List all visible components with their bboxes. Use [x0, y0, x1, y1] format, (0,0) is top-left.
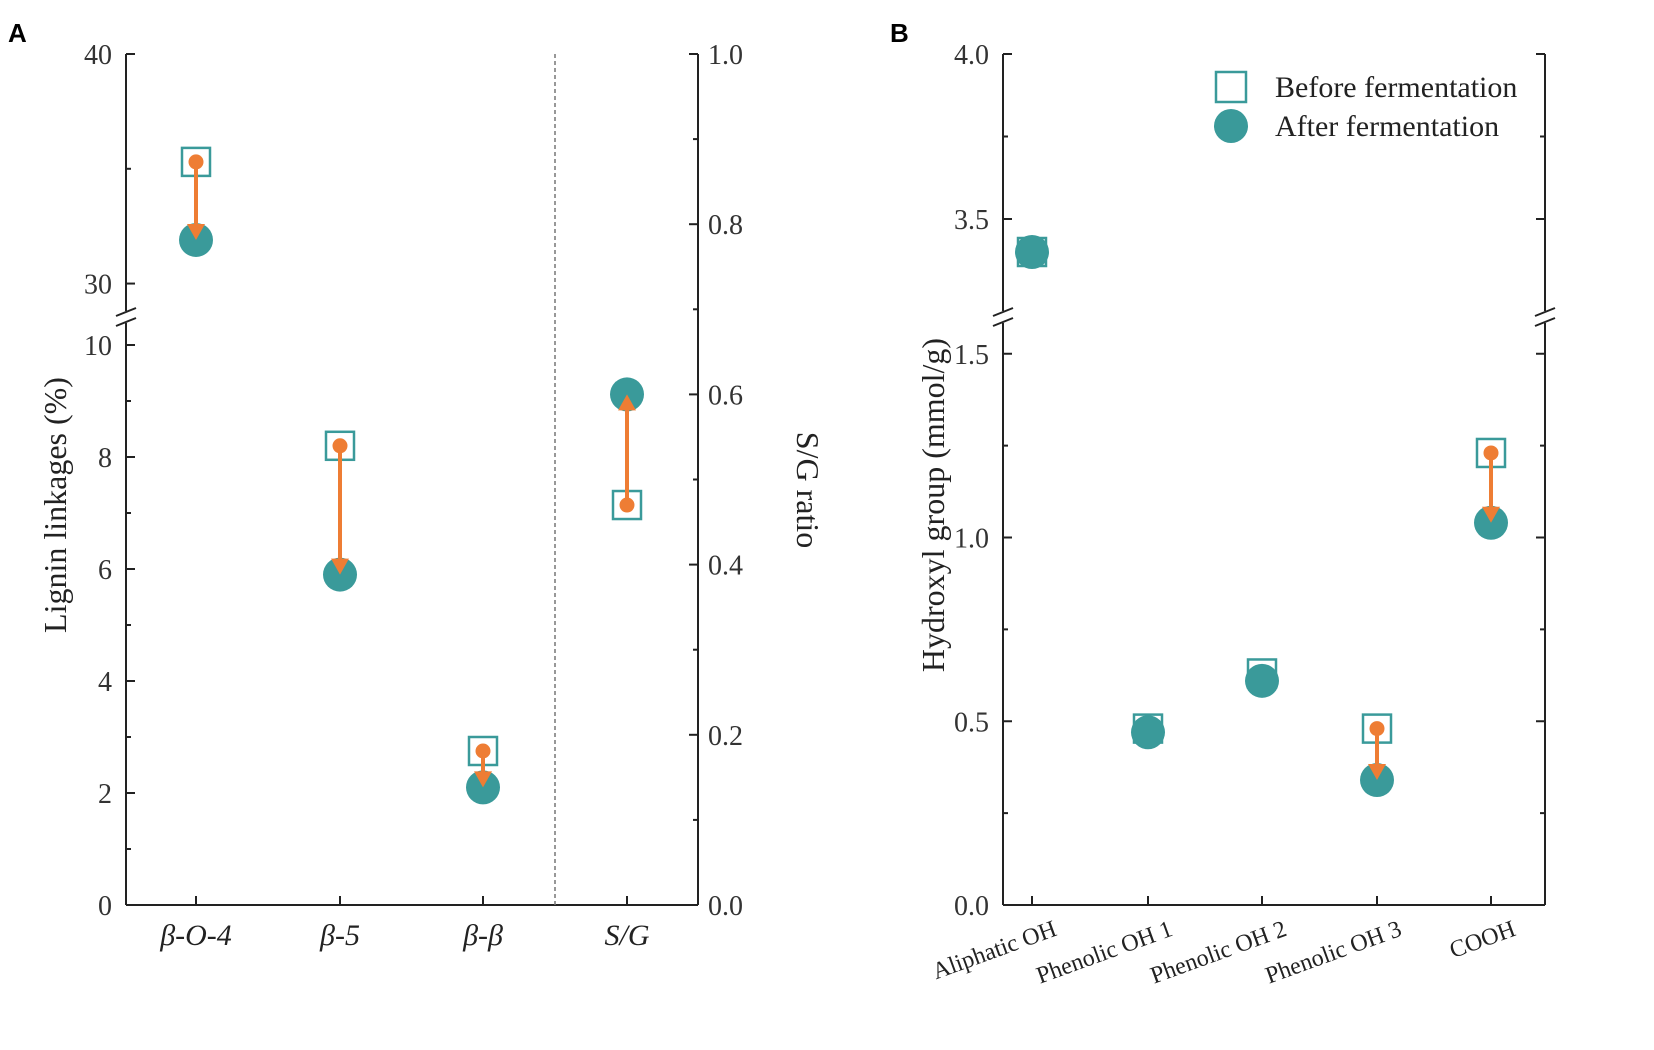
panel-a-arrow-head — [331, 558, 349, 575]
panel-b-arrow-head — [1482, 506, 1500, 523]
panel-a-y2tick-label: 0.4 — [708, 551, 743, 582]
panel-a-arrow-start-dot — [475, 743, 491, 759]
panel-a-break-slash-bottom — [115, 317, 137, 327]
panel-a-break-slash-top — [115, 307, 137, 317]
legend-after-swatch — [1214, 109, 1248, 143]
panel-a-category-label: β-5 — [319, 919, 360, 952]
panel-a-ytick-label: 30 — [84, 270, 112, 301]
panel-a-ytick-label: 6 — [98, 555, 112, 586]
panel-a-ytick-label: 4 — [98, 667, 112, 698]
panel-b-break-right-slash-bottom — [1534, 317, 1556, 327]
panel-a-category-label: β-O-4 — [159, 919, 232, 952]
panel-a-category-label: β-β — [462, 919, 503, 952]
panel-a-y2tick-label: 0.6 — [708, 380, 743, 411]
panel-b-after-marker — [1245, 663, 1279, 698]
panel-b-break-right-slash-top — [1534, 307, 1556, 317]
panel-b-after-marker — [1015, 235, 1049, 269]
panel-a-arrow-head — [474, 771, 492, 788]
panel-b-category-label: COOH — [1446, 916, 1519, 964]
panel-b-arrow-head — [1368, 764, 1386, 781]
panel-b-ytick-label: 1.0 — [954, 524, 989, 555]
panel-a-arrow-start-dot — [188, 154, 204, 170]
panel-a-sg-arrow-start-dot — [619, 497, 635, 513]
panel-a-ytick-label: 0 — [98, 891, 112, 922]
panel-a-ytick-label: 10 — [84, 331, 112, 362]
panel-a-letter: A — [8, 18, 27, 48]
panel-a-y2tick-label: 1.0 — [708, 40, 743, 71]
panel-a-y2tick-label: 0.2 — [708, 721, 743, 752]
panel-b-break-left-slash-top — [992, 307, 1014, 317]
panel-b-after-marker — [1131, 715, 1165, 750]
panel-a-arrow-start-dot — [332, 438, 348, 454]
panel-b-break-left-slash-bottom — [992, 317, 1014, 327]
panel-a-ytick-label: 8 — [98, 443, 112, 474]
panel-a-y2label: S/G ratio — [790, 432, 826, 548]
panel-a-y2tick-label: 0.0 — [708, 891, 743, 922]
panel-b-ytick-label: 1.5 — [954, 340, 989, 371]
legend-before-label: Before fermentation — [1275, 71, 1517, 104]
panel-a-y2tick-label: 0.8 — [708, 210, 743, 241]
panel-b-ytick-label: 0.0 — [954, 891, 989, 922]
legend-after-label: After fermentation — [1275, 110, 1499, 143]
panel-a-chart: Lignin linkages (%) S/G ratio 0 2 4 6 8 10 30 4… — [37, 40, 826, 952]
panel-a-category-label: S/G — [605, 919, 650, 952]
legend-before-swatch — [1214, 70, 1248, 104]
panel-b-ytick-label: 4.0 — [954, 40, 989, 71]
panel-a-ytick-label: 2 — [98, 779, 112, 810]
panel-b-ytick-label: 3.5 — [954, 205, 989, 236]
panel-a-ylabel: Lignin linkages (%) — [37, 377, 73, 633]
panel-b-ytick-label: 0.5 — [954, 707, 989, 738]
panel-a-arrow-head — [187, 223, 205, 240]
panel-b-chart: Hydroxyl group (mmol/g) 0.0 0.5 1.0 1.5 3.5 4… — [915, 40, 1556, 989]
panel-a-sg-arrow-head — [618, 394, 636, 411]
panel-b-letter: B — [890, 18, 909, 48]
panel-b-arrow-start-dot — [1369, 721, 1385, 737]
panel-a-ytick-label: 40 — [84, 40, 112, 71]
panel-b-arrow-start-dot — [1483, 445, 1499, 461]
panel-b-ylabel: Hydroxyl group (mmol/g) — [915, 338, 951, 672]
